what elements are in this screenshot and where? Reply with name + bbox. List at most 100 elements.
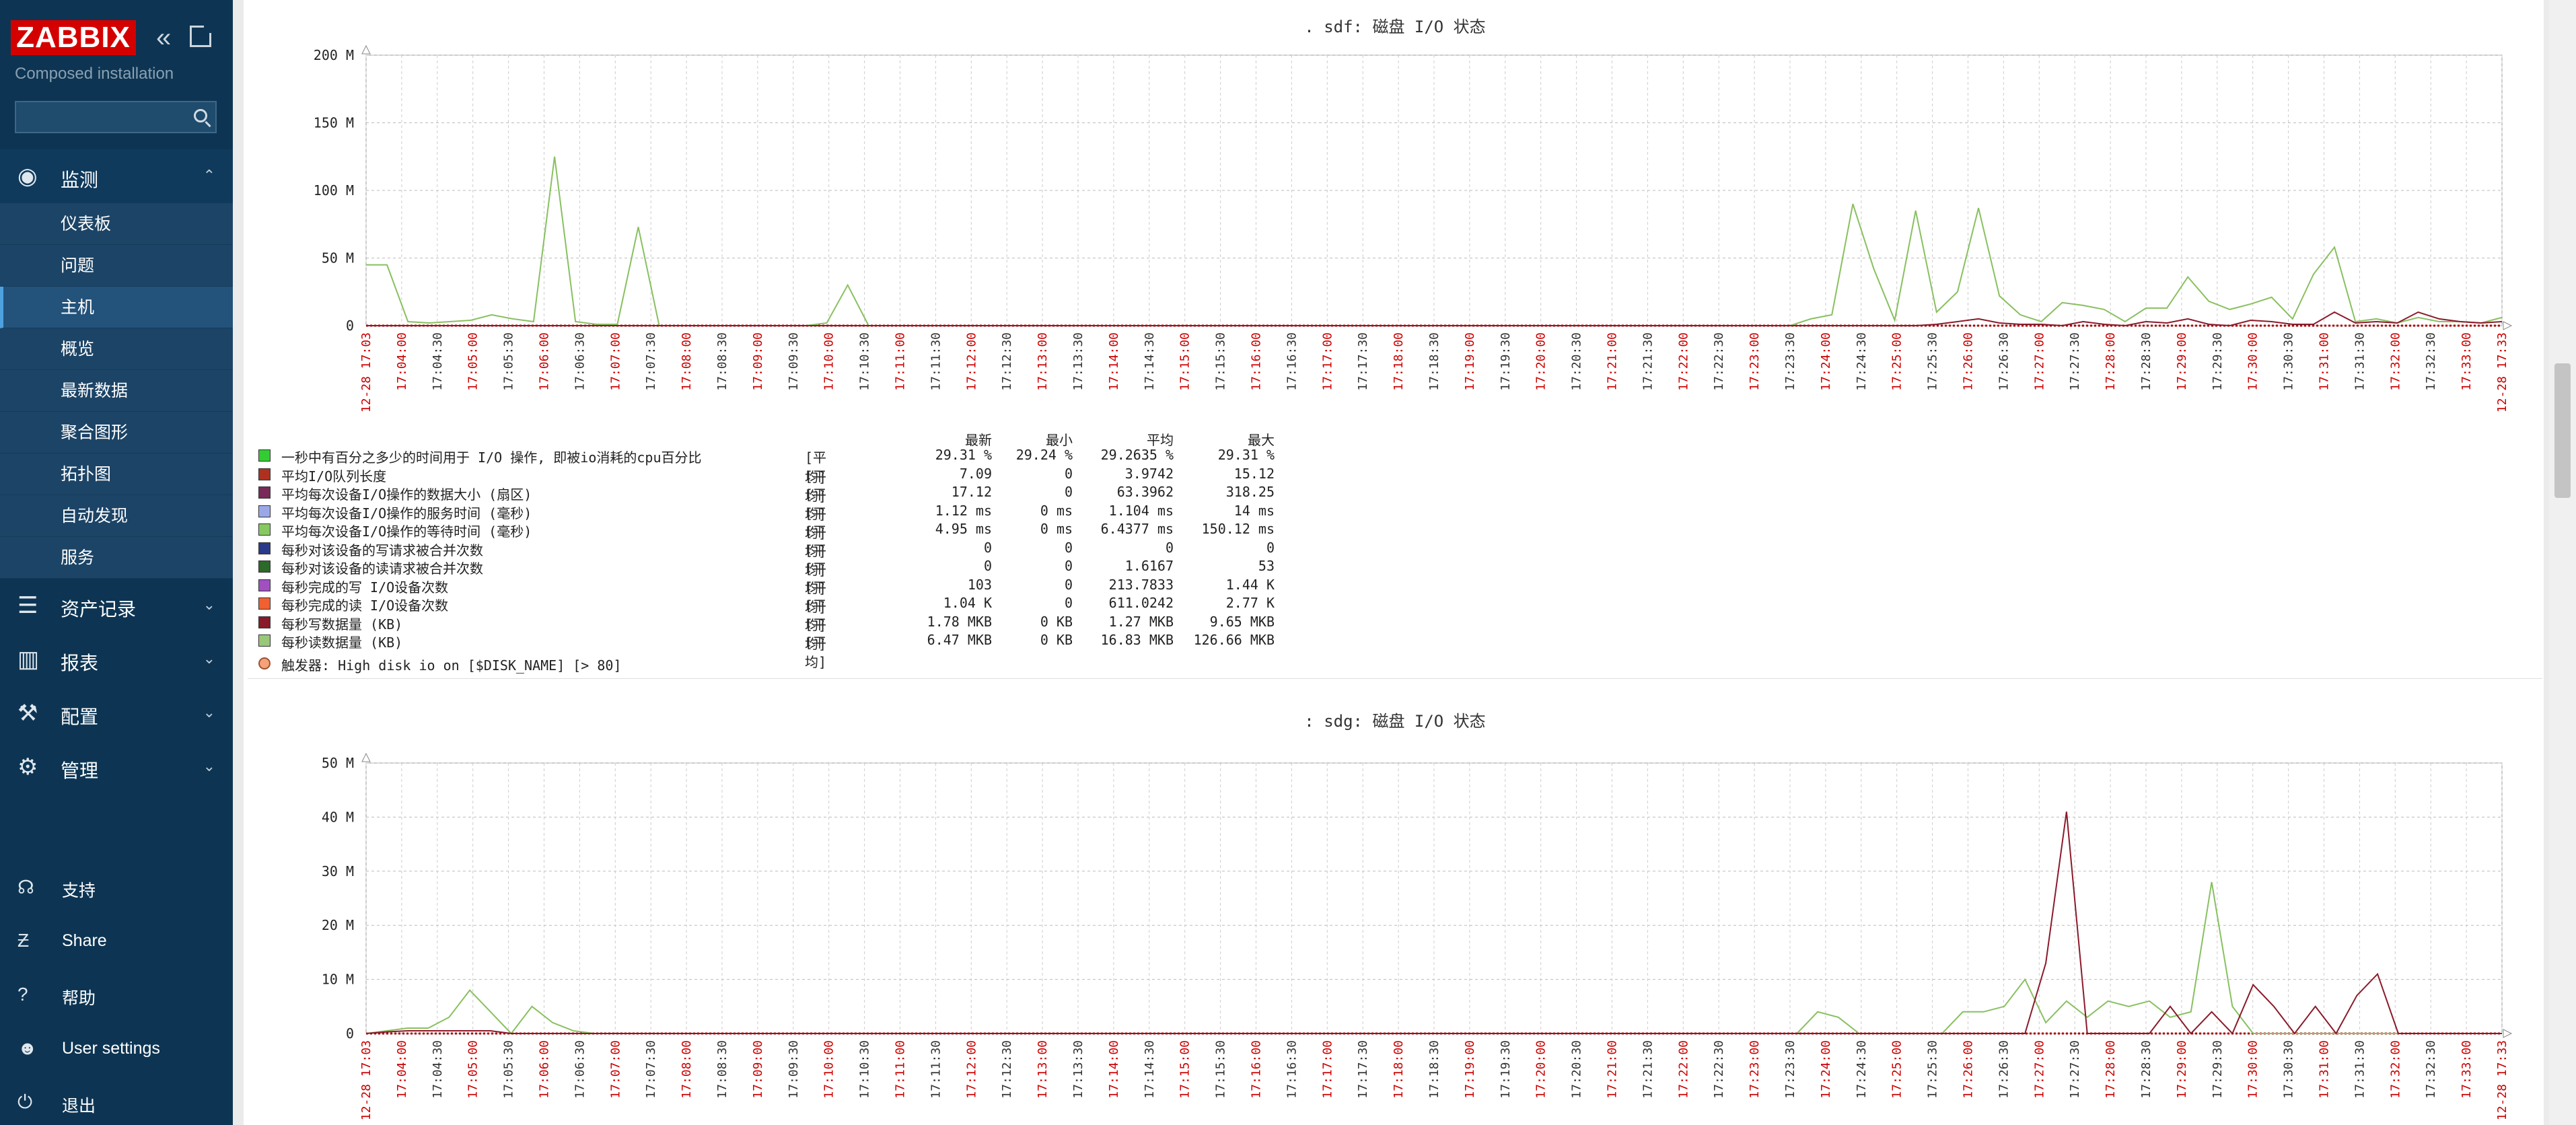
- help-link[interactable]: ? 帮助: [0, 974, 233, 1015]
- legend-swatch: [258, 542, 271, 554]
- page-scrollbar[interactable]: [2549, 0, 2576, 1125]
- x-tick-label: 17:12:00: [964, 332, 978, 391]
- x-tick-label: 17:15:00: [1178, 332, 1192, 391]
- menu-inventory-label: 资产记录: [61, 599, 137, 620]
- y-tick-label: 10 M: [322, 972, 354, 988]
- submenu-item-maps[interactable]: 拓扑图: [0, 453, 233, 495]
- x-tick-label: 17:23:30: [1783, 1040, 1797, 1099]
- eye-icon: ◉: [17, 164, 38, 189]
- x-tick-label: 17:20:30: [1570, 1040, 1584, 1099]
- menu-inventory[interactable]: ☰ 资产记录 ⌄: [0, 579, 233, 632]
- x-tick-label: 17:23:00: [1748, 332, 1762, 391]
- legend-item-name: 平均每次设备I/O操作的等待时间 (毫秒): [281, 523, 532, 540]
- legend-header-last: 最新: [965, 432, 992, 448]
- y-tick-label: 200 M: [314, 47, 354, 63]
- submenu-item-hosts[interactable]: 主机: [0, 287, 233, 328]
- x-tick-label: 17:14:00: [1107, 1040, 1121, 1099]
- x-tick-label: 17:23:30: [1783, 332, 1797, 391]
- x-tick-label: 17:24:00: [1819, 332, 1833, 391]
- x-tick-label: 17:27:00: [2032, 1040, 2046, 1099]
- sidebar: ZABBIX « Composed installation ◉ 监测 ⌃ 仪表…: [0, 0, 233, 1125]
- x-tick-label: 17:22:30: [1712, 1040, 1726, 1099]
- x-tick-label: 17:05:00: [466, 332, 480, 391]
- legend-value-min: 0 ms: [1040, 521, 1073, 537]
- search-icon[interactable]: [194, 109, 207, 122]
- legend-value-min: 0: [1064, 465, 1073, 482]
- headset-icon: ☊: [17, 877, 34, 898]
- search-input[interactable]: [16, 102, 186, 133]
- graph-title: : sdg: 磁盘 I/O 状态: [1304, 712, 1486, 731]
- x-tick-label: 17:18:00: [1392, 1040, 1406, 1099]
- legend-value-avg: 611.0242: [1108, 595, 1174, 611]
- x-tick-label: 17:10:00: [822, 332, 836, 391]
- submenu-item-discovery[interactable]: 自动发现: [0, 495, 233, 537]
- submenu-item-problems[interactable]: 问题: [0, 245, 233, 287]
- y-tick-label: 0: [346, 1025, 354, 1042]
- x-tick-label: 17:29:30: [2211, 332, 2225, 391]
- legend-item-function: [平均]: [805, 616, 827, 652]
- submenu-item-latest-data[interactable]: 最新数据: [0, 370, 233, 412]
- x-tick-label: 17:04:00: [395, 332, 409, 391]
- menu-configuration[interactable]: ⚒ 配置 ⌄: [0, 686, 233, 740]
- search-box[interactable]: [15, 101, 217, 133]
- submenu-item-overview[interactable]: 概览: [0, 328, 233, 370]
- collapse-sidebar-icon[interactable]: «: [156, 23, 172, 52]
- x-tick-label: 17:12:30: [1000, 1040, 1014, 1099]
- legend-item-function: [平均]: [805, 505, 827, 541]
- graph-sdf: . sdf: 磁盘 I/O 状态 200 M 150 M 100 M 50 M 0 12-…: [248, 5, 2542, 679]
- scrollbar-thumb[interactable]: [2554, 363, 2571, 498]
- x-tick-label: 17:11:30: [929, 332, 943, 391]
- legend-value-min: 0: [1064, 558, 1073, 574]
- legend-swatch: [258, 634, 271, 647]
- legend-value-min: 0: [1064, 539, 1073, 556]
- legend-header-max: 最大: [1248, 432, 1275, 448]
- x-tick-label: 17:30:00: [2246, 1040, 2260, 1099]
- x-tick-label: 17:16:30: [1285, 332, 1299, 391]
- x-tick-label: 17:16:30: [1285, 1040, 1299, 1099]
- legend-value-avg: 3.9742: [1124, 465, 1174, 482]
- x-tick-label: 17:19:30: [1499, 1040, 1513, 1099]
- x-tick-label: 17:27:30: [2068, 332, 2082, 391]
- x-tick-label: 17:08:30: [715, 332, 729, 391]
- logout-label: 退出: [62, 1097, 96, 1116]
- logout-link[interactable]: ⏻ 退出: [0, 1082, 233, 1122]
- x-tick-label: 17:32:00: [2388, 1040, 2402, 1099]
- x-tick-label: 17:06:00: [538, 332, 552, 391]
- legend-item-name: 每秒完成的读 I/O设备次数: [281, 597, 449, 614]
- x-tick-label: 17:32:30: [2424, 1040, 2438, 1099]
- x-tick-label: 17:28:30: [2139, 1040, 2153, 1099]
- submenu-item-screens[interactable]: 聚合图形: [0, 412, 233, 453]
- x-tick-label: 17:21:30: [1641, 332, 1655, 391]
- legend-value-last: 1.04 K: [943, 595, 992, 611]
- legend-value-max: 126.66 MKB: [1193, 632, 1275, 648]
- legend-item-name: 每秒写数据量 (KB): [281, 616, 403, 632]
- kiosk-mode-icon[interactable]: [190, 25, 212, 47]
- zabbix-logo[interactable]: ZABBIX: [11, 20, 136, 55]
- support-link[interactable]: ☊ 支持: [0, 867, 233, 907]
- menu-reports[interactable]: ▥ 报表 ⌄: [0, 632, 233, 686]
- y-axis-arrow: [361, 44, 371, 55]
- share-link[interactable]: Ƶ Share: [0, 920, 233, 961]
- legend-swatch: [258, 560, 271, 573]
- graph-title: . sdf: 磁盘 I/O 状态: [1304, 17, 1486, 36]
- x-tick-label: 17:27:00: [2032, 332, 2046, 391]
- legend-item-function: [平均]: [805, 542, 827, 578]
- legend-value-last: 29.31 %: [935, 447, 992, 463]
- submenu-item-dashboard[interactable]: 仪表板: [0, 203, 233, 245]
- legend-item-function: [平均]: [805, 523, 827, 559]
- user-settings-link[interactable]: ☻ User settings: [0, 1028, 233, 1068]
- x-tick-label: 17:29:30: [2211, 1040, 2225, 1099]
- legend-value-max: 53: [1258, 558, 1275, 574]
- legend-header-avg: 平均: [1147, 432, 1174, 448]
- x-tick-label: 17:04:00: [395, 1040, 409, 1099]
- menu-administration[interactable]: ⚙ 管理 ⌄: [0, 740, 233, 794]
- x-tick-label: 17:18:00: [1392, 332, 1406, 391]
- submenu-item-services[interactable]: 服务: [0, 537, 233, 579]
- legend-value-avg: 1.6167: [1124, 558, 1174, 574]
- x-tick-label: 17:13:30: [1071, 1040, 1085, 1099]
- legend-item-function: [平均]: [805, 468, 827, 504]
- menu-monitoring[interactable]: ◉ 监测 ⌃: [0, 149, 233, 203]
- legend-value-max: 150.12 ms: [1201, 521, 1275, 537]
- legend-value-avg: 63.3962: [1116, 484, 1174, 500]
- x-tick-label: 17:21:00: [1606, 332, 1620, 391]
